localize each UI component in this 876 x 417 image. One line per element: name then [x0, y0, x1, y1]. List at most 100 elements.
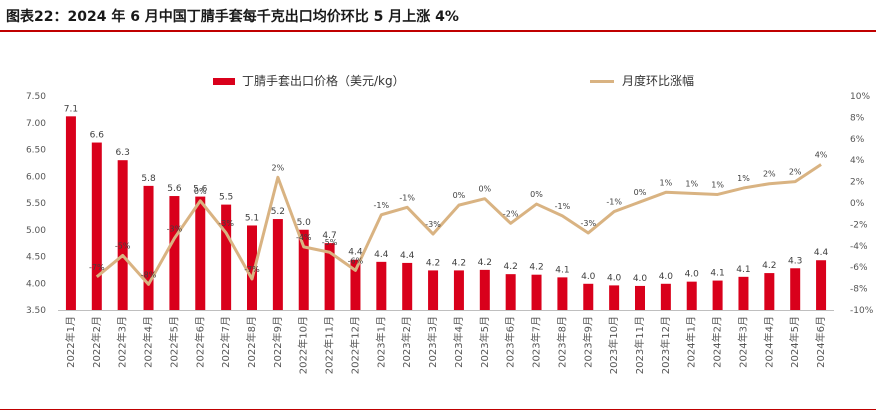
- line-data-label: -2%: [503, 209, 519, 218]
- bar: [221, 204, 232, 310]
- y-right-tick-label: -6%: [850, 263, 868, 273]
- x-tick-label: 2024年5月: [788, 316, 801, 368]
- line-data-label: 0%: [194, 187, 207, 196]
- y-left-tick-label: 7.50: [26, 92, 46, 102]
- x-tick-label: 2023年9月: [581, 316, 594, 368]
- x-tick-label: 2022年4月: [142, 316, 155, 368]
- page-title: 图表22：2024 年 6 月中国丁腈手套每千克出口均价环比 5 月上涨 4%: [6, 9, 459, 25]
- x-tick-label: 2024年2月: [711, 316, 724, 368]
- x-tick-label: 2024年4月: [762, 316, 775, 368]
- line-series: [95, 163, 822, 286]
- y-right-tick-label: 10%: [850, 92, 870, 102]
- bar-data-label: 5.5: [219, 193, 233, 203]
- x-tick-label: 2023年11月: [633, 316, 646, 374]
- bar: [428, 270, 439, 310]
- bar: [272, 219, 283, 310]
- bar-data-label: 4.0: [633, 274, 648, 284]
- line-data-label: -6%: [348, 256, 364, 265]
- bar: [402, 262, 413, 310]
- bar-data-label: 4.0: [659, 272, 674, 282]
- bar-data-label: 7.1: [64, 104, 78, 114]
- bar-data-label: 4.7: [322, 231, 336, 241]
- x-tick-label: 2022年11月: [323, 316, 336, 374]
- bar: [738, 276, 749, 310]
- x-tick-label: 2022年1月: [64, 316, 77, 368]
- bar-data-label: 5.6: [167, 184, 182, 194]
- x-tick-label: 2022年8月: [245, 316, 258, 368]
- y-left-tick-label: 3.50: [26, 306, 46, 316]
- bar-data-label: 4.4: [400, 251, 415, 261]
- y-right-tick-label: 6%: [850, 135, 865, 145]
- y-left-tick-label: 4.50: [26, 253, 46, 263]
- bar-data-label: 5.2: [271, 207, 285, 217]
- bar: [65, 116, 76, 310]
- bar: [816, 260, 827, 310]
- x-tick-label: 2023年6月: [504, 316, 517, 368]
- line-data-label: 2%: [272, 163, 285, 172]
- bar-data-label: 4.1: [710, 269, 724, 279]
- bar: [169, 196, 180, 310]
- bar-data-label: 5.1: [245, 213, 259, 223]
- line-data-label: -1%: [399, 193, 415, 202]
- bar: [609, 285, 620, 310]
- y-right-tick-label: -8%: [850, 285, 868, 295]
- bar-data-label: 4.0: [607, 273, 622, 283]
- bar: [764, 273, 775, 310]
- y-right-tick-label: -2%: [850, 220, 868, 230]
- bar-data-label: 4.3: [788, 256, 802, 266]
- line-data-label: -5%: [322, 238, 338, 247]
- bar-data-label: 5.0: [297, 218, 312, 228]
- line-data-label: 1%: [711, 180, 724, 189]
- bar-data-label: 4.4: [814, 248, 829, 258]
- bar-data-label: 4.2: [762, 261, 776, 271]
- line-data-label: 1%: [660, 178, 673, 187]
- line-data-label: -7%: [244, 265, 260, 274]
- line-data-label: -1%: [555, 202, 571, 211]
- x-tick-label: 2023年2月: [400, 316, 413, 368]
- x-tick-label: 2023年7月: [530, 316, 543, 368]
- line-data-label: -8%: [141, 270, 157, 279]
- x-tick-label: 2023年8月: [555, 316, 568, 368]
- legend-label-line: 月度环比涨幅: [622, 73, 694, 88]
- y-right-tick-label: 0%: [850, 199, 865, 209]
- y-left-tick-label: 5.50: [26, 199, 46, 209]
- line-data-label: -4%: [296, 233, 312, 242]
- line-data-label: 1%: [737, 174, 750, 183]
- bar-data-label: 4.0: [581, 272, 596, 282]
- y-left-tick-label: 4.00: [26, 279, 46, 289]
- bar: [247, 225, 257, 310]
- x-tick-label: 2023年1月: [374, 316, 387, 368]
- bar: [324, 243, 335, 310]
- x-tick-label: 2023年10月: [607, 316, 620, 374]
- bar-data-label: 4.2: [478, 258, 492, 268]
- bar: [583, 283, 594, 310]
- x-tick-label: 2022年10月: [297, 316, 310, 374]
- bar-data-label: 4.2: [452, 258, 466, 268]
- line-data-label: 0%: [530, 190, 543, 199]
- line-data-label: -3%: [425, 220, 441, 229]
- y-right-tick-label: -10%: [850, 306, 874, 316]
- line-data-label: 0%: [478, 185, 491, 194]
- bottom-divider: [0, 409, 876, 410]
- line-data-label: -5%: [115, 241, 131, 250]
- x-tick-label: 2022年3月: [116, 316, 129, 368]
- line-data-label: 2%: [789, 168, 802, 177]
- x-tick-label: 2022年2月: [90, 316, 103, 368]
- bar-data-label: 4.0: [685, 270, 700, 280]
- bar-data-label: 6.3: [116, 148, 130, 158]
- x-tick-label: 2022年5月: [167, 316, 180, 368]
- y-right-tick-label: 8%: [850, 113, 865, 123]
- x-tick-label: 2022年12月: [348, 316, 361, 374]
- bar: [195, 196, 206, 310]
- line-data-label: -7%: [89, 263, 105, 272]
- x-tick-label: 2023年5月: [478, 316, 491, 368]
- bar-data-label: 4.4: [374, 250, 389, 260]
- bar: [453, 270, 464, 310]
- bar-data-label: 5.6: [193, 185, 208, 195]
- bar-data-label: 4.1: [555, 265, 569, 275]
- y-left-tick-label: 5.00: [26, 226, 46, 236]
- y-right-tick-label: 4%: [850, 156, 865, 166]
- x-tick-label: 2023年12月: [659, 316, 672, 374]
- legend-swatch-bar: [213, 78, 235, 85]
- x-tick-label: 2023年3月: [426, 316, 439, 368]
